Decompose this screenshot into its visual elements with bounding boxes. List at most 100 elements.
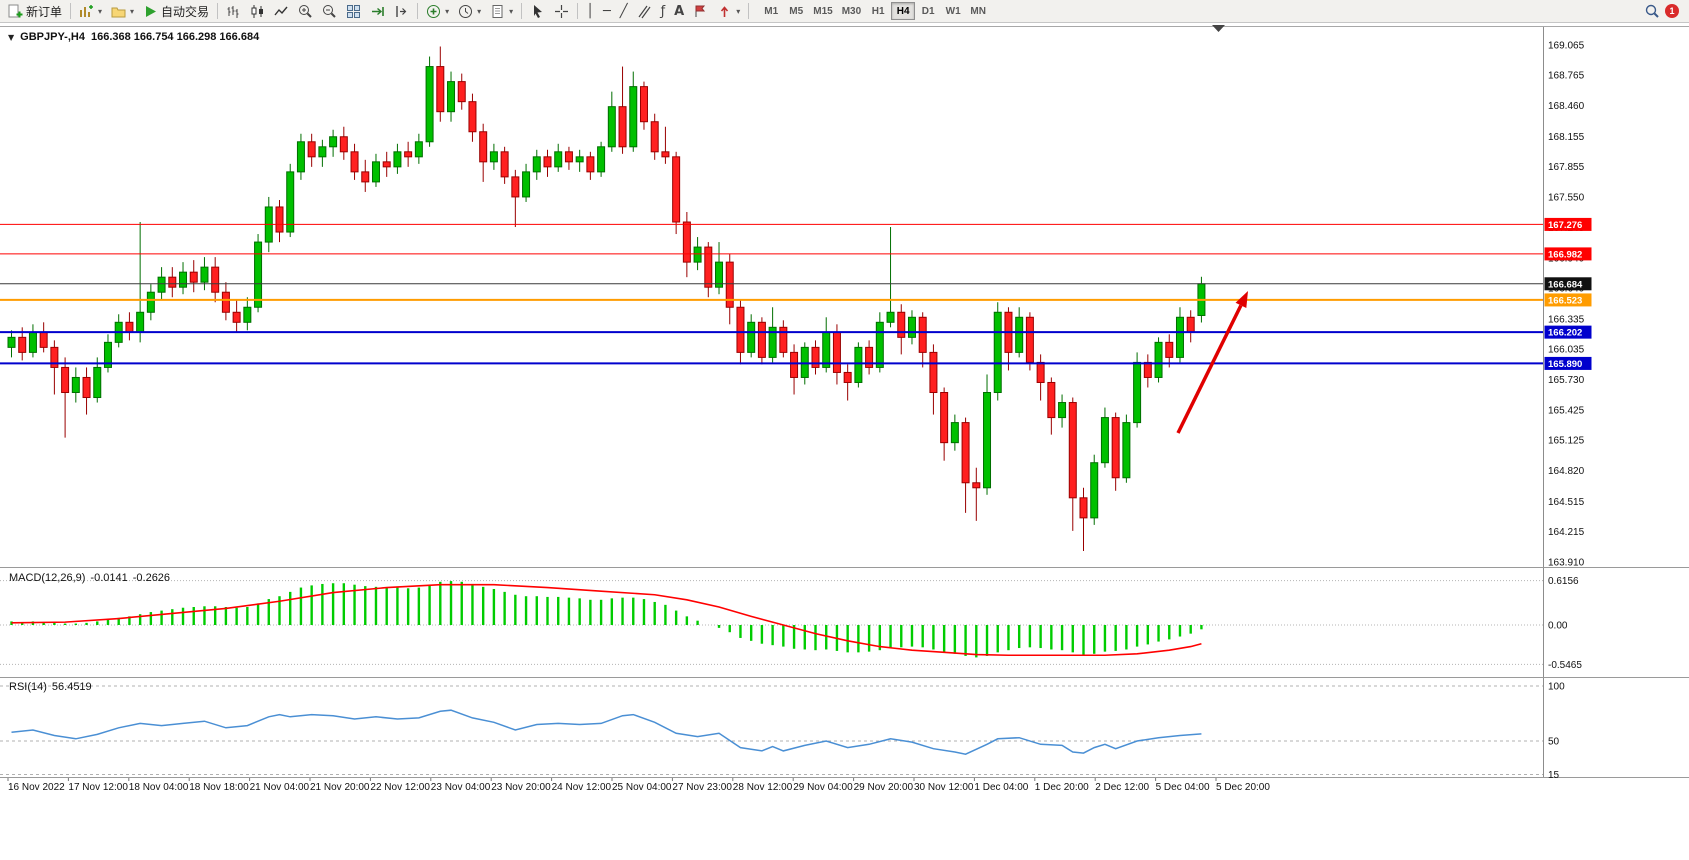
horizontal-line-tool-button[interactable]: ─ [599,1,615,21]
toolbar-separator [748,3,750,19]
autotrade-button[interactable]: 自动交易 [139,1,213,21]
arrows-tool-button[interactable]: ▾ [713,1,744,21]
bar-chart-mode-button[interactable] [222,1,245,21]
macd-signal-line [11,583,1202,657]
dropdown-caret-icon: ▾ [130,6,135,16]
tf-button-m5[interactable]: M5 [784,2,808,20]
price-label-text: 166.523 [1548,295,1582,306]
candle-body [393,151,402,168]
candle-body [39,331,48,348]
time-tick-label: 23 Nov 04:00 [431,782,491,793]
label-tool-button[interactable] [689,1,712,21]
candle-body [275,206,284,233]
candle-body [254,241,263,308]
candle-body [221,291,230,313]
symbol-dropdown-icon[interactable]: ▼ [8,32,15,42]
candle-body [71,376,80,394]
notification-badge[interactable]: 1 [1665,4,1679,18]
tf-button-mn[interactable]: MN [966,2,990,20]
channel-tool-button[interactable] [633,1,656,21]
candle-body [211,266,220,293]
periods-button[interactable]: ▾ [454,1,485,21]
chart-plot-area[interactable] [0,27,1543,777]
tile-windows-button[interactable] [342,1,365,21]
price-label-box [1544,277,1592,291]
line-chart-mode-button[interactable] [270,1,293,21]
zoom-out-button[interactable] [318,1,341,21]
templates-button[interactable]: ▾ [486,1,517,21]
time-tick-label: 5 Dec 20:00 [1216,782,1270,793]
bar-chart-icon [226,4,241,19]
candle-body [82,376,91,399]
candle-body [886,311,895,323]
vertical-line-icon: │ [586,3,594,19]
fibonacci-tool-button[interactable]: ƒ [657,1,670,21]
tf-button-m30[interactable]: M30 [838,2,865,20]
autotrade-label: 自动交易 [161,4,210,19]
tf-button-h4[interactable]: H4 [891,2,916,20]
candle-body [854,346,863,383]
price-label-box [1544,325,1592,339]
macd-pane[interactable]: 0.6156 0.00 -0.5465 [0,576,1582,671]
candle-body [907,316,916,338]
time-tick-label: 28 Nov 12:00 [733,782,793,793]
trendline-tool-button[interactable]: ╱ [616,1,632,21]
candle-body [682,221,691,263]
chart-shift-marker[interactable] [1212,25,1225,32]
rsi-pane[interactable]: 100 50 15 [0,682,1565,782]
text-tool-button[interactable]: A [670,1,688,21]
candle-body [1122,422,1131,479]
candle-body [296,141,305,173]
arrow-object-icon [717,4,732,19]
candle-body [318,146,327,158]
auto-scroll-button[interactable] [366,1,389,21]
candle-body [500,151,509,178]
crosshair-tool-button[interactable] [550,1,573,21]
arrow-annotation[interactable] [1176,291,1248,434]
tf-button-h1[interactable]: H1 [866,2,890,20]
vertical-line-tool-button[interactable]: │ [582,1,598,21]
price-label-text: 166.684 [1548,279,1583,290]
levels-layer[interactable]: 167.276 166.982 166.684 166.523 166.202 165.8… [0,217,1592,370]
profiles-button[interactable]: ▾ [107,1,138,21]
candle-body [597,146,606,173]
candle-body [28,331,37,353]
candle-body [768,326,777,358]
candle-body [532,156,541,173]
chart-shift-button[interactable] [390,1,413,21]
tf-button-d1[interactable]: D1 [916,2,940,20]
tf-button-m15[interactable]: M15 [809,2,836,20]
tf-button-m1[interactable]: M1 [759,2,783,20]
macd-value: -0.0141 [90,572,128,584]
candle-body [650,121,659,153]
macd-indicator-name: MACD(12,26,9) [9,572,86,584]
time-tick-label: 1 Dec 20:00 [1035,782,1089,793]
cursor-tool-button[interactable] [526,1,549,21]
new-order-button[interactable]: 新订单 [4,1,66,21]
crosshair-icon [554,4,569,19]
dropdown-caret-icon: ▾ [98,6,103,16]
dropdown-caret-icon: ▾ [736,6,741,16]
candle-body [436,66,445,113]
price-label-text: 166.982 [1548,249,1582,260]
tile-windows-icon [346,4,361,19]
time-axis[interactable]: 16 Nov 2022 17 Nov 12:00 18 Nov 04:00 18 No… [7,778,1270,793]
toolbar-separator [577,3,579,19]
price-tick-label: 167.855 [1548,162,1585,173]
rsi-tick-label: 15 [1548,770,1560,781]
zoom-in-button[interactable] [294,1,317,21]
tf-button-w1[interactable]: W1 [941,2,965,20]
candle-body [747,321,756,353]
candle-body [1047,381,1056,419]
indicators-button[interactable]: ▾ [422,1,453,21]
candle-body [757,321,766,358]
price-tick-label: 163.910 [1548,557,1585,568]
candle-body [961,422,970,484]
candle-body [1186,316,1195,333]
candle-body [61,366,70,394]
search-button[interactable] [1641,1,1664,21]
candle-chart-mode-button[interactable] [246,1,269,21]
price-tick-label: 164.215 [1548,527,1585,538]
new-chart-button[interactable]: ▾ [75,1,106,21]
